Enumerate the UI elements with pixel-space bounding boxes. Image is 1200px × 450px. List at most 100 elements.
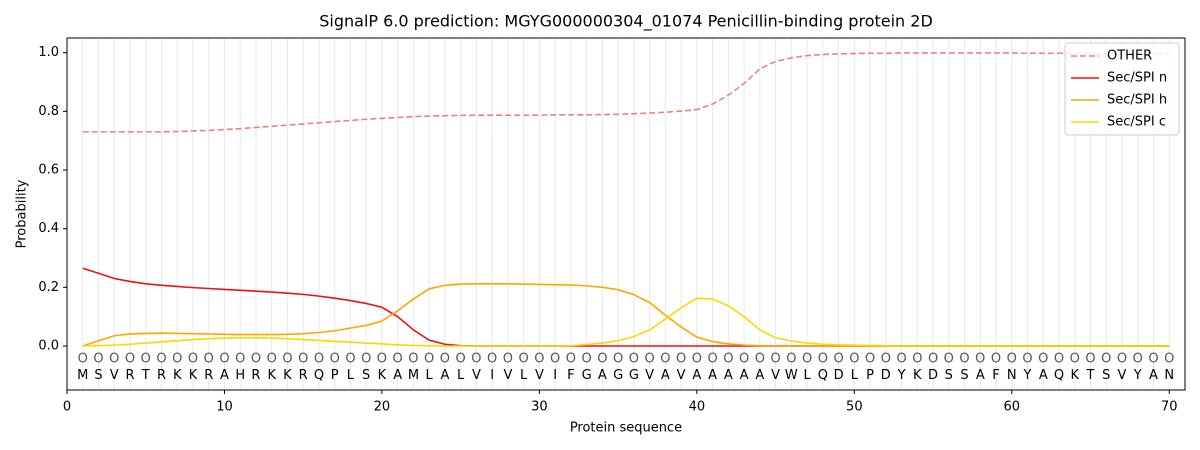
region-label: O bbox=[1101, 352, 1111, 367]
legend-label: OTHER bbox=[1107, 49, 1152, 64]
residue-label: V bbox=[472, 368, 481, 383]
residue-label: A bbox=[692, 368, 701, 383]
residue-label: A bbox=[393, 368, 402, 383]
region-label: O bbox=[802, 352, 812, 367]
series-line bbox=[82, 52, 1170, 133]
residue-label: A bbox=[740, 368, 749, 383]
residue-label: L bbox=[520, 368, 528, 383]
y-tick-label: 0.2 bbox=[38, 280, 59, 295]
region-label: O bbox=[298, 352, 308, 367]
y-tick-label: 0.4 bbox=[38, 221, 59, 236]
region-label: O bbox=[881, 352, 891, 367]
x-tick-label: 10 bbox=[216, 400, 233, 415]
region-label: O bbox=[629, 352, 639, 367]
residue-label: K bbox=[1071, 368, 1080, 383]
x-axis-label: Protein sequence bbox=[570, 421, 682, 436]
residue-label: A bbox=[1039, 368, 1048, 383]
region-label: O bbox=[314, 352, 324, 367]
region-label: O bbox=[408, 352, 418, 367]
residue-label: I bbox=[553, 368, 557, 383]
residue-label: V bbox=[503, 368, 512, 383]
series-line bbox=[82, 297, 1170, 347]
residue-label: R bbox=[157, 368, 166, 383]
residue-label: S bbox=[362, 368, 370, 383]
region-label: O bbox=[534, 352, 544, 367]
region-label: O bbox=[723, 352, 733, 367]
residue-label: A bbox=[1149, 368, 1158, 383]
region-label: O bbox=[896, 352, 906, 367]
region-label: O bbox=[345, 352, 355, 367]
legend-label: Sec/SPI c bbox=[1107, 115, 1166, 130]
region-label: O bbox=[204, 352, 214, 367]
region-label: O bbox=[377, 352, 387, 367]
residue-label: Q bbox=[1054, 368, 1064, 383]
residue-label: G bbox=[629, 368, 639, 383]
residue-label: K bbox=[267, 368, 276, 383]
residue-label: Q bbox=[818, 368, 828, 383]
residue-label: V bbox=[110, 368, 119, 383]
residue-label: I bbox=[490, 368, 494, 383]
region-label: O bbox=[78, 352, 88, 367]
residue-label: Y bbox=[1023, 368, 1032, 383]
residue-label: D bbox=[928, 368, 938, 383]
region-label: O bbox=[188, 352, 198, 367]
x-tick-label: 0 bbox=[63, 400, 71, 415]
chart-title: SignalP 6.0 prediction: MGYG000000304_01… bbox=[319, 12, 933, 32]
region-label: O bbox=[645, 352, 655, 367]
x-tick-label: 40 bbox=[689, 400, 706, 415]
residue-label: K bbox=[913, 368, 922, 383]
plot-frame bbox=[66, 37, 1186, 391]
residue-label: M bbox=[77, 368, 88, 383]
residue-label: T bbox=[1086, 368, 1095, 383]
residue-label: V bbox=[535, 368, 544, 383]
region-label: O bbox=[267, 352, 277, 367]
x-tick-label: 60 bbox=[1004, 400, 1021, 415]
residue-label: F bbox=[992, 368, 999, 383]
region-label: O bbox=[235, 352, 245, 367]
region-label: O bbox=[991, 352, 1001, 367]
residue-label: H bbox=[235, 368, 245, 383]
residue-label: A bbox=[661, 368, 670, 383]
region-label: O bbox=[330, 352, 340, 367]
residue-label: V bbox=[1118, 368, 1127, 383]
region-label: O bbox=[487, 352, 497, 367]
region-label: O bbox=[1148, 352, 1158, 367]
region-label: O bbox=[582, 352, 592, 367]
region-label: O bbox=[1022, 352, 1032, 367]
region-label: O bbox=[125, 352, 135, 367]
x-tick-label: 20 bbox=[374, 400, 391, 415]
region-label: O bbox=[456, 352, 466, 367]
region-label: O bbox=[818, 352, 828, 367]
residue-label: R bbox=[204, 368, 213, 383]
residue-label: G bbox=[582, 368, 592, 383]
series-line bbox=[82, 283, 1170, 347]
residue-label: R bbox=[251, 368, 260, 383]
residue-label: S bbox=[945, 368, 953, 383]
y-tick-label: 0.8 bbox=[38, 104, 59, 119]
residue-label: W bbox=[785, 368, 798, 383]
residue-label: A bbox=[598, 368, 607, 383]
residue-label: G bbox=[613, 368, 623, 383]
residue-label: L bbox=[457, 368, 465, 383]
region-label: O bbox=[393, 352, 403, 367]
y-axis-label: Probability bbox=[15, 179, 30, 248]
region-label: O bbox=[519, 352, 529, 367]
region-label: O bbox=[550, 352, 560, 367]
region-label: O bbox=[959, 352, 969, 367]
residue-label: A bbox=[708, 368, 717, 383]
residue-label: P bbox=[331, 368, 339, 383]
residue-label: A bbox=[724, 368, 733, 383]
region-label: O bbox=[141, 352, 151, 367]
region-label: O bbox=[944, 352, 954, 367]
residue-label: L bbox=[347, 368, 355, 383]
region-label: O bbox=[692, 352, 702, 367]
legend-box bbox=[1064, 42, 1180, 136]
region-label: O bbox=[1007, 352, 1017, 367]
region-label: O bbox=[755, 352, 765, 367]
residue-label: A bbox=[440, 368, 449, 383]
residue-label: A bbox=[755, 368, 764, 383]
residue-label: P bbox=[866, 368, 874, 383]
region-label: O bbox=[865, 352, 875, 367]
legend-label: Sec/SPI h bbox=[1107, 93, 1167, 108]
